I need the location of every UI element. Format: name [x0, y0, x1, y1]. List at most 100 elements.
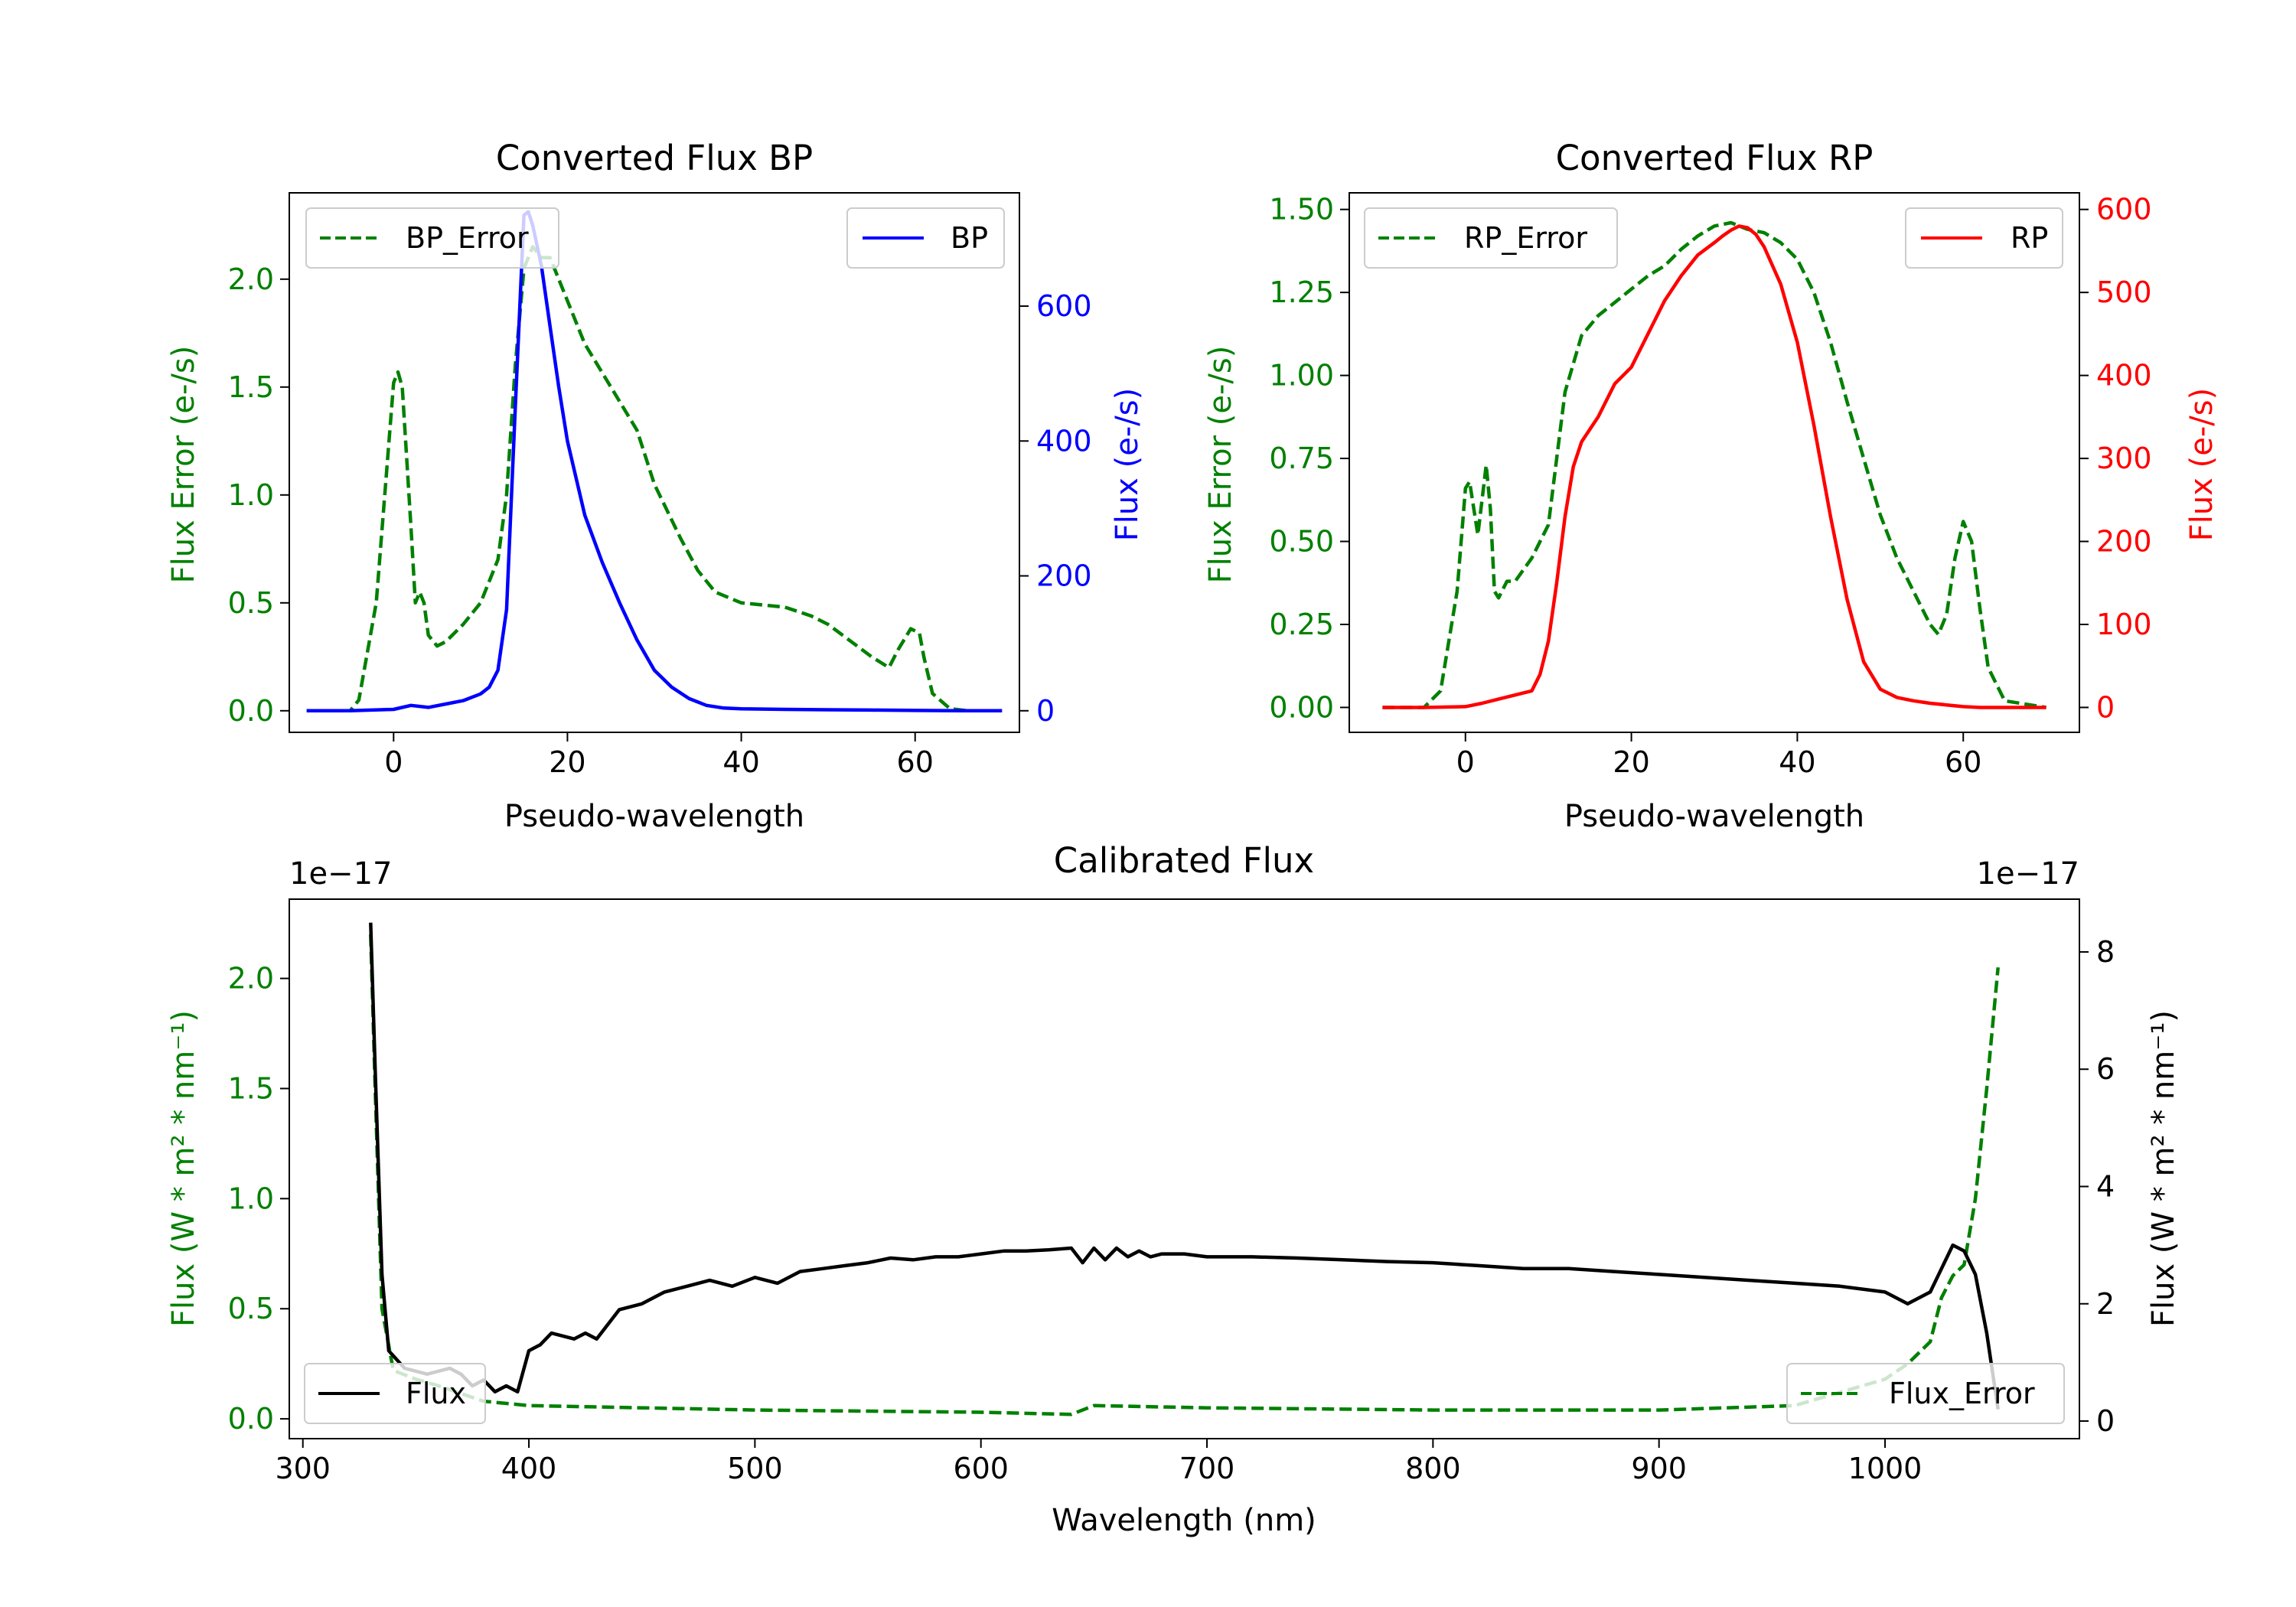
bp-yticks-right: 0 200 400 600 — [1019, 289, 1092, 728]
rp-title: Converted Flux RP — [1556, 138, 1874, 178]
y-tick-label-left: 2.0 — [228, 962, 274, 996]
x-tick-label: 600 — [953, 1452, 1009, 1485]
y-tick-label-left: 2.0 — [228, 262, 274, 296]
bp-ylabel-right: Flux (e-/s) — [1110, 388, 1145, 541]
y-tick-label-left: 0.0 — [228, 694, 274, 728]
y-tick-label-left: 1.5 — [228, 370, 274, 404]
legend-label: BP — [951, 221, 988, 255]
calibrated-title: Calibrated Flux — [1054, 840, 1314, 881]
bp-title: Converted Flux BP — [496, 138, 813, 178]
y-tick-label-right: 4 — [2096, 1169, 2115, 1203]
y-tick-label-left: 0.50 — [1269, 525, 1334, 559]
bp-ylabel-left: Flux Error (e-/s) — [166, 346, 201, 584]
x-tick-label: 1000 — [1848, 1452, 1923, 1485]
y-tick-label-right: 600 — [2096, 193, 2152, 227]
y-tick-label-left: 1.50 — [1269, 193, 1334, 227]
series-line-bp — [306, 210, 1003, 713]
y-tick-label-left: 1.0 — [228, 478, 274, 512]
x-tick-label: 700 — [1179, 1452, 1235, 1485]
y-tick-label-left: 1.00 — [1269, 359, 1334, 393]
x-tick-label: 20 — [1613, 745, 1649, 779]
x-tick-label: 60 — [1945, 745, 1981, 779]
calibrated-ylabel-left: Flux (W * m² * nm⁻¹) — [166, 1010, 201, 1327]
x-tick-label: 500 — [727, 1452, 783, 1485]
rp-yticks-right: 0 100 200 300 400 500 600 — [2079, 193, 2152, 724]
y-tick-label-right: 400 — [1036, 424, 1092, 458]
series-line-flux — [369, 922, 2000, 1410]
legend-box — [1364, 207, 1618, 269]
calibrated-offset-right: 1e−17 — [1977, 856, 2079, 892]
rp-xlabel: Pseudo-wavelength — [1564, 799, 1864, 834]
y-tick-label-left: 0.0 — [228, 1402, 274, 1436]
rp-axes-frame — [1349, 192, 2080, 733]
y-tick-label-right: 6 — [2096, 1052, 2115, 1086]
calibrated-legend-flux: Flux — [304, 1363, 486, 1424]
x-tick-label: 400 — [501, 1452, 557, 1485]
bp-yticks-left: 0.0 0.5 1.0 1.5 2.0 — [228, 262, 289, 728]
series-line-rp-error — [1382, 220, 2047, 709]
y-tick-label-left: 0.5 — [228, 1292, 274, 1325]
calibrated-yticks-right: 0 2 4 6 8 — [2079, 935, 2115, 1438]
y-tick-label-left: 0.25 — [1269, 608, 1334, 641]
legend-box — [846, 207, 1005, 269]
x-tick-label: 20 — [549, 745, 585, 779]
rp-legend-error: RP_Error — [1364, 207, 1618, 269]
calibrated-axes-frame — [289, 898, 2080, 1439]
series-line-rp — [1382, 224, 2047, 709]
legend-box — [304, 1363, 486, 1424]
legend-box — [305, 207, 559, 269]
calibrated-xticks: 300 400 500 600 700 800 900 1000 — [275, 1439, 1922, 1485]
rp-xticks: 0 20 40 60 — [1456, 732, 1981, 779]
rp-ylabel-left: Flux Error (e-/s) — [1203, 346, 1238, 584]
rp-panel: Converted Flux RP 0 20 40 60 0.000.250.500.… — [1203, 138, 2219, 834]
legend-box — [1905, 207, 2063, 269]
calibrated-yticks-left: 0.0 0.5 1.0 1.5 2.0 — [228, 962, 289, 1436]
bp-axes-frame — [289, 192, 1020, 733]
x-tick-label: 800 — [1405, 1452, 1461, 1485]
y-tick-label-right: 200 — [1036, 559, 1092, 593]
x-tick-label: 0 — [384, 745, 403, 779]
rp-series-layer — [1382, 220, 2047, 709]
calibrated-ylabel-right: Flux (W * m² * nm⁻¹) — [2146, 1010, 2181, 1327]
calibrated-legend-error: Flux_Error — [1786, 1363, 2065, 1424]
y-tick-label-right: 400 — [2096, 359, 2152, 393]
calibrated-offset-left: 1e−17 — [289, 856, 392, 892]
y-tick-label-right: 100 — [2096, 608, 2152, 641]
x-tick-label: 0 — [1456, 745, 1475, 779]
legend-label: RP_Error — [1464, 221, 1587, 255]
y-tick-label-left: 0.00 — [1269, 690, 1334, 724]
y-tick-label-right: 500 — [2096, 275, 2152, 309]
bp-legend-flux: BP — [846, 207, 1005, 269]
y-tick-label-right: 8 — [2096, 935, 2115, 969]
y-tick-label-right: 0 — [1036, 694, 1055, 728]
legend-label: BP_Error — [406, 221, 529, 255]
y-tick-label-left: 1.0 — [228, 1182, 274, 1215]
bp-xlabel: Pseudo-wavelength — [504, 799, 804, 834]
bp-panel: Converted Flux BP 0 20 40 60 0.0 0.5 1.0 1.5 2.… — [166, 138, 1145, 834]
legend-label: RP — [2011, 221, 2048, 255]
legend-label: Flux_Error — [1889, 1377, 2035, 1410]
y-tick-label-left: 0.5 — [228, 586, 274, 620]
y-tick-label-right: 2 — [2096, 1287, 2115, 1321]
y-tick-label-right: 0 — [2096, 1404, 2115, 1438]
x-tick-label: 300 — [275, 1452, 331, 1485]
y-tick-label-right: 200 — [2096, 525, 2152, 559]
y-tick-label-left: 1.5 — [228, 1071, 274, 1105]
bp-legend-error: BP_Error — [305, 207, 559, 269]
y-tick-label-right: 600 — [1036, 289, 1092, 323]
calibrated-panel: Calibrated Flux 1e−17 1e−17 300 400 500 600… — [166, 840, 2181, 1538]
x-tick-label: 40 — [722, 745, 759, 779]
legend-label: Flux — [406, 1377, 466, 1410]
rp-legend-flux: RP — [1905, 207, 2063, 269]
calibrated-xlabel: Wavelength (nm) — [1052, 1503, 1316, 1538]
y-tick-label-left: 1.25 — [1269, 275, 1334, 309]
y-tick-label-left: 0.75 — [1269, 442, 1334, 475]
rp-ylabel-right: Flux (e-/s) — [2184, 388, 2219, 541]
x-tick-label: 40 — [1779, 745, 1815, 779]
legend-box — [1786, 1363, 2065, 1424]
y-tick-label-right: 300 — [2096, 442, 2152, 475]
x-tick-label: 60 — [897, 745, 934, 779]
rp-yticks-left: 0.00 0.25 0.50 0.75 1.00 1.25 1.50 — [1269, 193, 1349, 724]
x-tick-label: 900 — [1631, 1452, 1687, 1485]
